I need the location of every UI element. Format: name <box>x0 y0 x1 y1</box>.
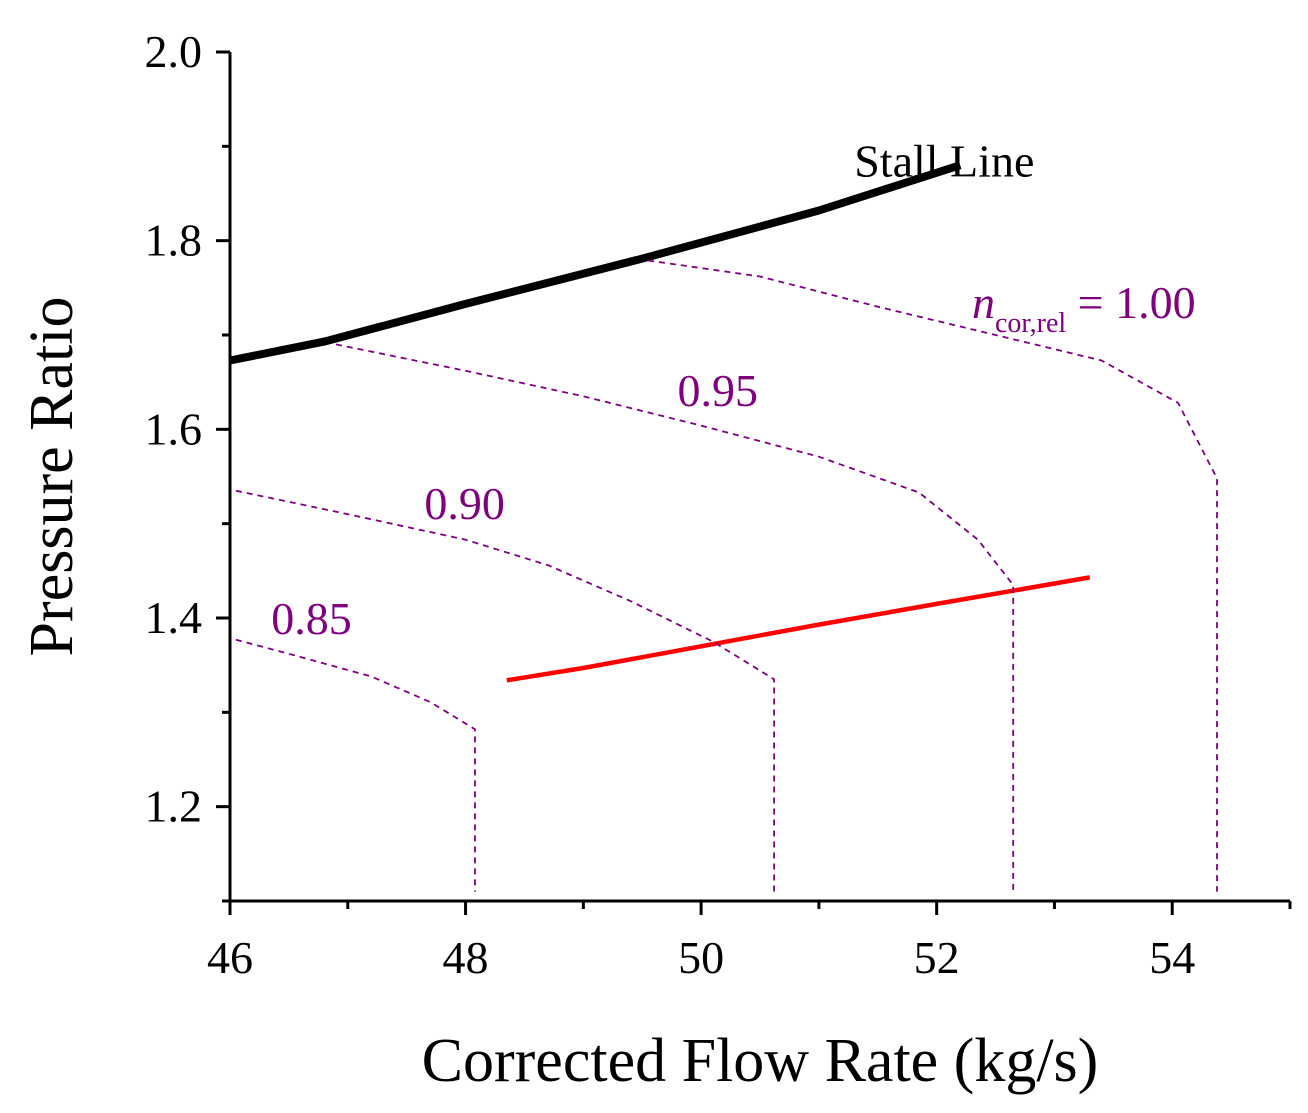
x-tick-label-52: 52 <box>914 932 960 983</box>
y-tick-label-1.6: 1.6 <box>145 403 203 454</box>
y-tick-label-1.4: 1.4 <box>145 592 203 643</box>
speed-value-1.00: = 1.00 <box>1066 277 1195 328</box>
axes-layer <box>228 52 1290 903</box>
series-layer <box>229 161 1218 892</box>
speed-line-0.95 <box>335 343 1015 892</box>
x-tick-label-48: 48 <box>443 932 489 983</box>
x-axis-title: Corrected Flow Rate (kg/s) <box>422 1027 1099 1095</box>
operating-line <box>506 575 1091 683</box>
x-tick-label-54: 54 <box>1149 932 1195 983</box>
speed-line-label-0.85: 0.85 <box>271 593 352 644</box>
y-axis-title: Pressure Ratio <box>18 297 86 657</box>
y-tick-label-1.2: 1.2 <box>145 781 203 832</box>
ticks-layer: 46 48 50 52 54 1.2 1.4 1.6 1.8 2.0 <box>145 26 1292 983</box>
y-tick-label-2.0: 2.0 <box>145 26 203 77</box>
annotations-layer: Stall Line ncor,rel = 1.00 0.95 0.90 0.8… <box>271 136 1195 645</box>
speed-symbol: n <box>972 277 995 328</box>
x-tick-label-46: 46 <box>207 932 253 983</box>
stall-line <box>229 161 962 365</box>
speed-line-0.90 <box>235 489 775 892</box>
speed-line-label-0.90: 0.90 <box>424 478 505 529</box>
speed-line-label-1.00: ncor,rel = 1.00 <box>972 277 1196 339</box>
speed-line-label-0.95: 0.95 <box>678 365 759 416</box>
speed-symbol-subscript: cor,rel <box>995 308 1066 339</box>
x-tick-label-50: 50 <box>678 932 724 983</box>
stall-line-label: Stall Line <box>854 136 1034 187</box>
speed-line-1.00 <box>647 259 1218 892</box>
y-tick-label-1.8: 1.8 <box>145 215 203 266</box>
speed-line-0.85 <box>235 638 476 892</box>
